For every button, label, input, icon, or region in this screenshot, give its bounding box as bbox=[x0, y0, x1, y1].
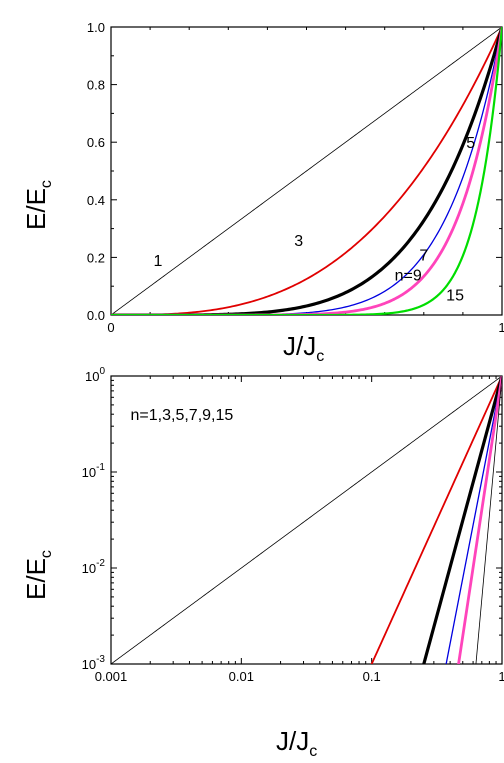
y-tick-label: 10-3 bbox=[82, 654, 106, 672]
series-line-n1 bbox=[111, 27, 502, 315]
x-tick-label: 1 bbox=[498, 669, 504, 684]
x-tick-label: 1 bbox=[498, 320, 504, 335]
y-tick-label: 0.6 bbox=[87, 135, 105, 150]
y-tick-label: 100 bbox=[85, 366, 105, 384]
x-tick-label: 0 bbox=[107, 320, 114, 335]
loglog-x-axis-label: J/Jc bbox=[276, 726, 317, 760]
y-tick-label: 0.4 bbox=[87, 193, 105, 208]
loglog-y-axis-label: E/Ec bbox=[21, 550, 55, 600]
y-tick-label: 0.0 bbox=[87, 308, 105, 323]
loglog-panel: 10-3 10-2 10-1 100 0.001 0.01 0.1 1 n=1,3,5,7,9… bbox=[21, 366, 504, 760]
series-line-n7 bbox=[111, 27, 502, 315]
series-line-n15 bbox=[111, 27, 502, 315]
linear-ticks: 0.0 0.2 0.4 0.6 0.8 1.0 0 1 bbox=[87, 20, 504, 335]
linear-x-axis-label: J/Jc bbox=[283, 331, 324, 365]
curve-annotation: n=9 bbox=[395, 267, 422, 284]
loglog-ticks: 10-3 10-2 10-1 100 0.001 0.01 0.1 1 bbox=[82, 366, 504, 684]
y-tick-label: 0.2 bbox=[87, 250, 105, 265]
y-tick-label: 10-1 bbox=[82, 462, 106, 480]
curve-annotation: n=1,3,5,7,9,15 bbox=[131, 407, 234, 424]
loglog-annotations: n=1,3,5,7,9,15 bbox=[131, 407, 234, 424]
loglog-plot-frame bbox=[110, 375, 503, 665]
linear-panel: 0.0 0.2 0.4 0.6 0.8 1.0 0 1 1 3 5 7 n=9 15 J/Jc E/Ec bbox=[21, 20, 504, 365]
curve-annotation: 3 bbox=[294, 233, 303, 250]
curve-annotation: 5 bbox=[466, 135, 475, 152]
series-line-n5 bbox=[422, 376, 502, 664]
loglog-series bbox=[111, 376, 502, 664]
curve-annotation: 15 bbox=[446, 288, 464, 305]
linear-annotations: 1 3 5 7 n=9 15 bbox=[153, 135, 475, 305]
linear-y-axis-label: E/Ec bbox=[21, 180, 55, 230]
x-tick-label: 0.01 bbox=[229, 669, 254, 684]
linear-series bbox=[111, 27, 502, 315]
x-tick-label: 0.001 bbox=[95, 669, 128, 684]
x-tick-label: 0.1 bbox=[363, 669, 381, 684]
series-line-n1 bbox=[111, 376, 502, 664]
y-tick-label: 10-2 bbox=[82, 558, 106, 576]
y-tick-label: 0.8 bbox=[87, 78, 105, 93]
series-line-n3 bbox=[370, 376, 502, 664]
curve-annotation: 1 bbox=[153, 253, 162, 270]
y-tick-label: 1.0 bbox=[87, 20, 105, 35]
curve-annotation: 7 bbox=[419, 247, 428, 264]
